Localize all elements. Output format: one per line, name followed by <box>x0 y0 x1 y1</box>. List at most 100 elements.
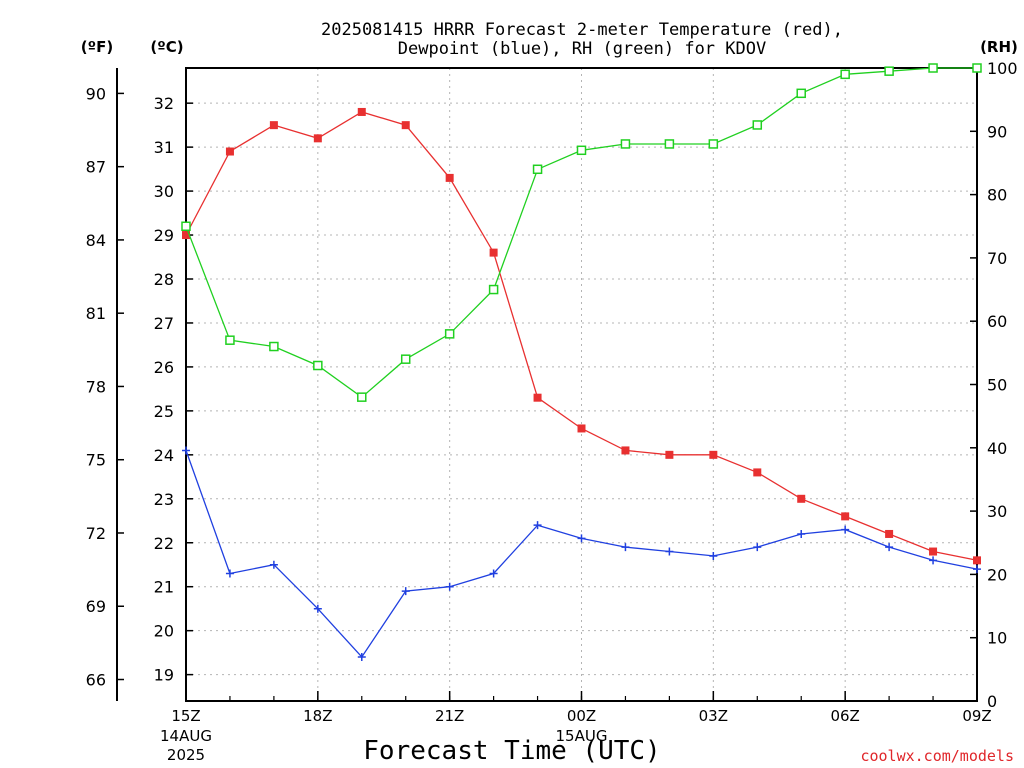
time-year-label: 2025 <box>167 746 205 764</box>
rh-tick-label: 0 <box>987 692 997 711</box>
fahrenheit-tick-label: 87 <box>86 158 106 177</box>
fahrenheit-tick-label: 75 <box>86 451 106 470</box>
celsius-tick-label: 26 <box>154 358 174 377</box>
time-tick-label: 00Z <box>567 707 596 725</box>
dewpoint-point <box>577 534 586 543</box>
celsius-tick-label: 29 <box>154 226 174 245</box>
celsius-unit-label: (ºC) <box>150 38 183 56</box>
temperature-point <box>445 173 454 182</box>
celsius-tick-label: 24 <box>154 446 174 465</box>
celsius-axis: 19 20 21 22 23 24 25 26 27 28 29 30 31 32 <box>154 94 193 685</box>
celsius-tick-label: 30 <box>154 182 174 201</box>
dewpoint-point <box>709 551 718 560</box>
series-layer <box>181 63 982 662</box>
celsius-tick-label: 27 <box>154 314 174 333</box>
temperature-point <box>182 231 190 240</box>
rh-tick-label: 50 <box>987 376 1007 395</box>
time-tick-label: 09Z <box>962 707 991 725</box>
dewpoint-point <box>269 560 278 569</box>
dewpoint-point <box>929 556 938 565</box>
temperature-point <box>973 556 981 565</box>
temperature-point <box>841 512 850 521</box>
temperature-series-line <box>185 111 978 561</box>
rh-point <box>400 354 411 364</box>
dewpoint-point <box>313 604 322 613</box>
celsius-tick-label: 31 <box>154 138 174 157</box>
rh-unit-label: (RH) <box>980 38 1018 56</box>
rh-tick-label: 70 <box>987 249 1007 268</box>
temperature-point <box>621 446 630 455</box>
fahrenheit-tick-label: 78 <box>86 377 106 396</box>
dewpoint-point <box>797 529 806 538</box>
temperature-point <box>489 248 498 257</box>
dewpoint-point <box>665 547 674 556</box>
temperature-point <box>269 121 278 130</box>
rh-point <box>928 63 938 73</box>
fahrenheit-tick-label: 81 <box>86 304 106 323</box>
rh-point <box>840 69 850 80</box>
rh-point <box>488 284 499 295</box>
temperature-point <box>357 107 366 116</box>
celsius-tick-label: 28 <box>154 270 174 289</box>
fahrenheit-unit-label: (ºF) <box>81 38 113 56</box>
dewpoint-point <box>357 653 366 662</box>
celsius-tick-label: 22 <box>154 534 174 553</box>
dewpoint-point <box>401 587 410 596</box>
fahrenheit-tick-label: 90 <box>86 84 106 103</box>
rh-point <box>752 120 763 130</box>
celsius-tick-label: 32 <box>154 94 174 113</box>
celsius-tick-label: 21 <box>154 578 174 597</box>
chart-title-line-2: Dewpoint (blue), RH (green) for KDOV <box>398 39 766 59</box>
celsius-tick-label: 20 <box>154 622 174 641</box>
temperature-point <box>577 424 586 433</box>
rh-axis: 0 10 20 30 40 50 60 70 80 90 100 <box>970 59 1018 711</box>
time-tick-label: 21Z <box>435 707 464 725</box>
temperature-point <box>225 147 234 156</box>
temperature-point <box>885 529 894 538</box>
dewpoint-point <box>753 543 762 552</box>
temperature-point <box>929 547 938 556</box>
time-tick-label: 06Z <box>830 707 859 725</box>
time-tick-label: 18Z <box>303 707 332 725</box>
temperature-point <box>665 450 674 459</box>
dewpoint-point <box>182 446 190 455</box>
rh-point <box>357 392 367 402</box>
temperature-point <box>709 450 718 459</box>
rh-point <box>796 88 806 99</box>
celsius-tick-label: 25 <box>154 402 174 421</box>
rh-tick-label: 90 <box>987 122 1007 141</box>
rh-tick-label: 100 <box>987 59 1018 78</box>
rh-tick-label: 30 <box>987 502 1007 521</box>
dewpoint-point <box>445 582 454 591</box>
rh-point <box>620 139 631 149</box>
rh-tick-label: 40 <box>987 439 1007 458</box>
time-date-label: 14AUG <box>160 727 212 745</box>
temperature-point <box>401 121 410 130</box>
plot-frame <box>185 67 978 702</box>
fahrenheit-tick-label: 66 <box>86 671 106 690</box>
dewpoint-point <box>225 569 234 578</box>
rh-point <box>313 360 323 371</box>
rh-point <box>576 145 587 156</box>
rh-point <box>972 63 982 73</box>
temperature-point <box>797 494 806 503</box>
fahrenheit-tick-label: 84 <box>86 231 106 250</box>
x-axis-title: Forecast Time (UTC) <box>363 736 660 766</box>
temperature-point <box>313 134 322 143</box>
rh-point <box>708 139 719 149</box>
chart-title-line-1: 2025081415 HRRR Forecast 2-meter Tempera… <box>321 20 843 40</box>
celsius-tick-label: 23 <box>154 490 174 509</box>
time-tick-label: 15Z <box>171 707 200 725</box>
rh-point <box>269 341 279 352</box>
temperature-point <box>533 393 542 402</box>
credit-text: coolwx.com/models <box>860 747 1014 765</box>
dewpoint-point <box>841 525 850 534</box>
rh-point <box>884 66 894 76</box>
rh-point <box>181 221 191 231</box>
grid-lines <box>186 68 977 701</box>
rh-tick-label: 20 <box>987 565 1007 584</box>
dewpoint-point <box>533 521 542 530</box>
time-tick-label: 03Z <box>699 707 728 725</box>
